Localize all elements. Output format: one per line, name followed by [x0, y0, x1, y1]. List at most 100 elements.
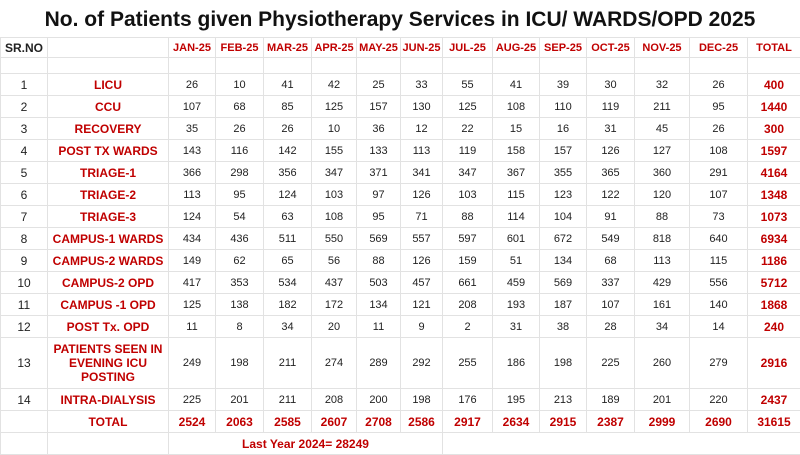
value-cell: 63	[264, 206, 312, 228]
value-cell: 640	[690, 228, 748, 250]
value-cell: 2	[443, 316, 493, 338]
month-total: 2387	[587, 411, 635, 433]
value-cell: 182	[264, 294, 312, 316]
empty-cell	[690, 58, 748, 74]
value-cell: 22	[443, 118, 493, 140]
value-cell: 134	[540, 250, 587, 272]
value-cell: 279	[690, 338, 748, 389]
month-total: 2917	[443, 411, 493, 433]
row-label: POST Tx. OPD	[48, 316, 169, 338]
value-cell: 121	[401, 294, 443, 316]
row-number: 1	[1, 74, 48, 96]
value-cell: 32	[635, 74, 690, 96]
value-cell: 201	[635, 389, 690, 411]
value-cell: 10	[312, 118, 357, 140]
column-header: TOTAL	[748, 38, 800, 58]
value-cell: 503	[357, 272, 401, 294]
row-label: CAMPUS-2 WARDS	[48, 250, 169, 272]
value-cell: 88	[635, 206, 690, 228]
value-cell: 110	[540, 96, 587, 118]
value-cell: 211	[264, 389, 312, 411]
row-label: CCU	[48, 96, 169, 118]
value-cell: 115	[690, 250, 748, 272]
month-total: 2634	[493, 411, 540, 433]
value-cell: 108	[312, 206, 357, 228]
value-cell: 289	[357, 338, 401, 389]
value-cell: 365	[587, 162, 635, 184]
value-cell: 9	[401, 316, 443, 338]
row-total: 6934	[748, 228, 800, 250]
value-cell: 225	[587, 338, 635, 389]
value-cell: 198	[216, 338, 264, 389]
month-total: 2915	[540, 411, 587, 433]
value-cell: 12	[401, 118, 443, 140]
empty-cell	[443, 58, 493, 74]
value-cell: 672	[540, 228, 587, 250]
row-label: INTRA-DIALYSIS	[48, 389, 169, 411]
value-cell: 104	[540, 206, 587, 228]
total-label: TOTAL	[48, 411, 169, 433]
row-number: 13	[1, 338, 48, 389]
value-cell: 130	[401, 96, 443, 118]
value-cell: 211	[264, 338, 312, 389]
value-cell: 56	[312, 250, 357, 272]
row-total: 1597	[748, 140, 800, 162]
value-cell: 26	[690, 74, 748, 96]
month-total: 2999	[635, 411, 690, 433]
value-cell: 108	[690, 140, 748, 162]
value-cell: 108	[493, 96, 540, 118]
value-cell: 97	[357, 184, 401, 206]
value-cell: 200	[357, 389, 401, 411]
row-total: 5712	[748, 272, 800, 294]
empty-cell	[587, 58, 635, 74]
value-cell: 107	[690, 184, 748, 206]
value-cell: 88	[443, 206, 493, 228]
value-cell: 661	[443, 272, 493, 294]
value-cell: 161	[635, 294, 690, 316]
value-cell: 51	[493, 250, 540, 272]
row-label: TRIAGE-2	[48, 184, 169, 206]
row-label: CAMPUS-1 WARDS	[48, 228, 169, 250]
value-cell: 113	[401, 140, 443, 162]
column-header: JUN-25	[401, 38, 443, 58]
empty-cell	[1, 411, 48, 433]
empty-cell	[493, 58, 540, 74]
empty-cell	[443, 433, 800, 455]
value-cell: 123	[540, 184, 587, 206]
value-cell: 36	[357, 118, 401, 140]
value-cell: 292	[401, 338, 443, 389]
value-cell: 195	[493, 389, 540, 411]
empty-cell	[216, 58, 264, 74]
value-cell: 91	[587, 206, 635, 228]
row-label: TRIAGE-1	[48, 162, 169, 184]
column-header: MAY-25	[357, 38, 401, 58]
value-cell: 114	[493, 206, 540, 228]
empty-cell	[1, 58, 48, 74]
value-cell: 127	[635, 140, 690, 162]
grand-total: 31615	[748, 411, 800, 433]
value-cell: 534	[264, 272, 312, 294]
row-total: 1348	[748, 184, 800, 206]
value-cell: 103	[443, 184, 493, 206]
value-cell: 39	[540, 74, 587, 96]
value-cell: 8	[216, 316, 264, 338]
value-cell: 142	[264, 140, 312, 162]
month-total: 2586	[401, 411, 443, 433]
value-cell: 45	[635, 118, 690, 140]
row-label: LICU	[48, 74, 169, 96]
value-cell: 549	[587, 228, 635, 250]
value-cell: 172	[312, 294, 357, 316]
value-cell: 120	[635, 184, 690, 206]
value-cell: 107	[587, 294, 635, 316]
value-cell: 125	[443, 96, 493, 118]
row-label: PATIENTS SEEN IN EVENING ICU POSTING	[48, 338, 169, 389]
value-cell: 298	[216, 162, 264, 184]
empty-cell	[357, 58, 401, 74]
value-cell: 122	[587, 184, 635, 206]
value-cell: 211	[635, 96, 690, 118]
